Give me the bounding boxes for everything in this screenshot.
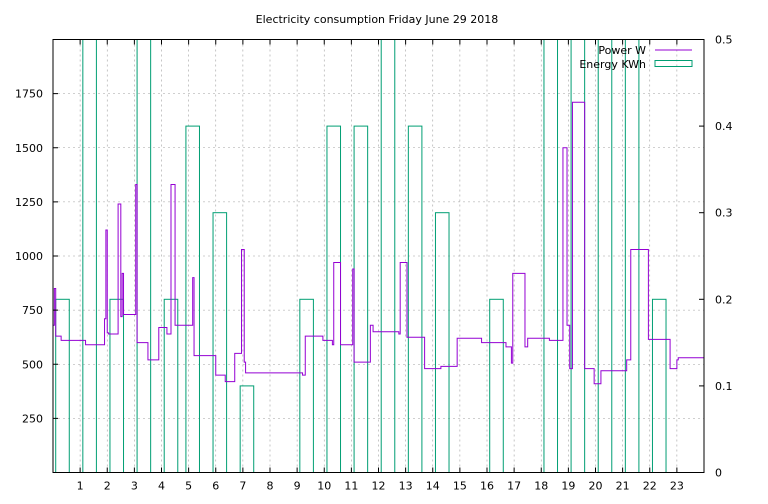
x-tick-label: 11 — [344, 480, 358, 493]
x-tick-label: 3 — [131, 480, 138, 493]
x-axis: 1 2 3 4 5 6 7 8 9 10 11 12 13 14 15 16 17 18 19 20 21 22 23 — [77, 39, 684, 493]
x-tick-label: 20 — [589, 480, 603, 493]
x-tick-label: 21 — [616, 480, 630, 493]
energy-bar — [624, 39, 640, 473]
x-tick-label: 10 — [317, 480, 331, 493]
legend-label-power: Power W — [598, 44, 646, 57]
energy-bar — [434, 212, 450, 473]
x-tick-label: 2 — [104, 480, 111, 493]
energy-bar — [489, 298, 504, 473]
chart-title: Electricity consumption Friday June 29 2… — [256, 13, 499, 26]
energy-bar — [239, 385, 255, 473]
x-tick-label: 13 — [399, 480, 413, 493]
x-tick-label: 1 — [77, 480, 84, 493]
legend-label-energy: Energy KWh — [579, 58, 646, 71]
y-tick-label: 1000 — [15, 250, 43, 263]
x-tick-label: 12 — [372, 480, 386, 493]
energy-bar — [353, 125, 369, 473]
y-tick-label: 1750 — [15, 88, 43, 101]
x-tick-label: 7 — [239, 480, 246, 493]
y-tick-label: 1500 — [15, 142, 43, 155]
y2-tick-label: 0.1 — [715, 380, 733, 393]
y-axis: 250 500 750 1000 1250 1500 1750 — [15, 88, 58, 425]
x-tick-label: 23 — [670, 480, 684, 493]
y-tick-label: 750 — [22, 304, 43, 317]
x-tick-label: 15 — [453, 480, 467, 493]
legend: Power W Energy KWh — [579, 44, 693, 71]
x-tick-label: 14 — [426, 480, 440, 493]
energy-bar — [543, 39, 559, 473]
energy-bar — [109, 298, 125, 473]
x-tick-label: 4 — [158, 480, 165, 493]
x-tick-label: 17 — [507, 480, 521, 493]
x-tick-label: 18 — [534, 480, 548, 493]
energy-bar — [299, 298, 314, 473]
x-tick-label: 8 — [267, 480, 274, 493]
legend-swatch-energy — [654, 60, 693, 67]
x-tick-label: 6 — [212, 480, 219, 493]
energy-bar — [212, 212, 228, 473]
energy-bar — [407, 125, 423, 473]
y2-axis: 0 0.1 0.2 0.3 0.4 0.5 — [699, 34, 733, 480]
y2-tick-label: 0.4 — [715, 120, 733, 133]
power-line — [53, 101, 705, 385]
y-tick-label: 250 — [22, 412, 43, 425]
y-tick-label: 1250 — [15, 196, 43, 209]
y2-tick-label: 0.3 — [715, 207, 733, 220]
x-tick-label: 5 — [185, 480, 192, 493]
y-tick-label: 500 — [22, 358, 43, 371]
grid — [53, 39, 704, 473]
energy-bar — [55, 298, 70, 473]
x-tick-label: 19 — [561, 480, 575, 493]
power-series — [53, 101, 705, 385]
x-tick-label: 16 — [480, 480, 494, 493]
energy-bar — [651, 298, 667, 473]
y2-tick-label: 0 — [715, 467, 722, 480]
y2-tick-label: 0.5 — [715, 34, 733, 47]
x-tick-label: 22 — [643, 480, 657, 493]
x-tick-label: 9 — [294, 480, 301, 493]
y2-tick-label: 0.2 — [715, 293, 733, 306]
